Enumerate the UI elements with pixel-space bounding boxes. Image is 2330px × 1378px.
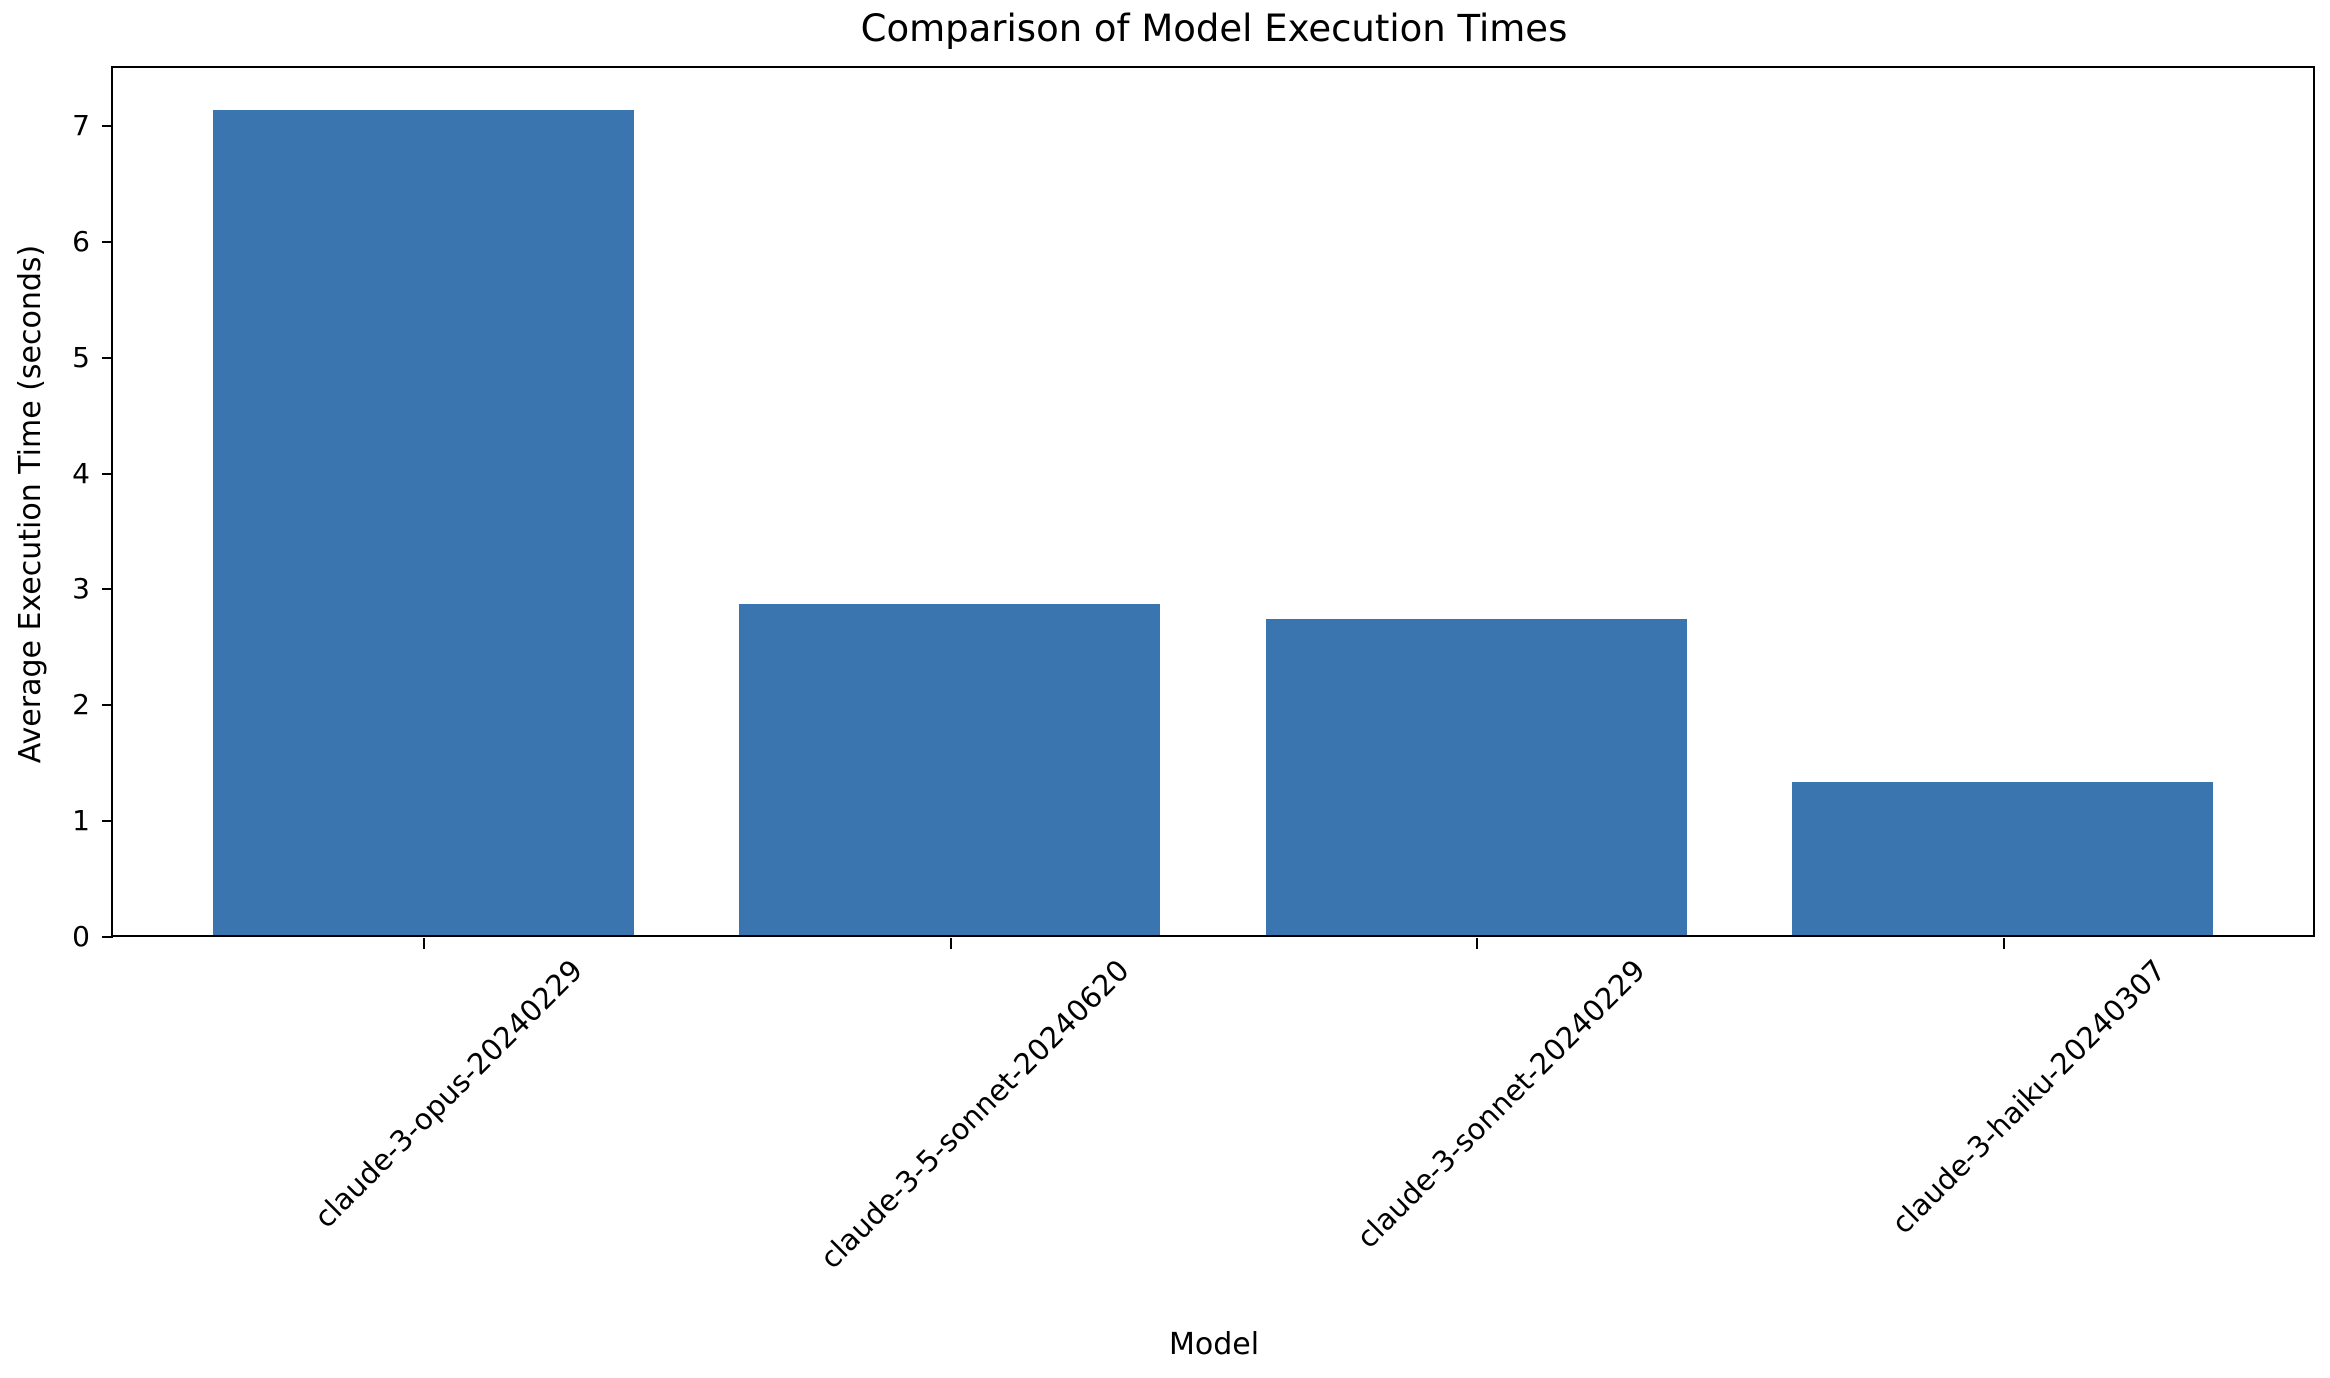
y-tick-mark — [102, 936, 113, 938]
x-tick-mark — [949, 938, 952, 949]
bar-claude-3-opus-20240229 — [213, 109, 635, 935]
y-tick-label: 6 — [72, 224, 90, 258]
y-tick-mark — [102, 356, 113, 359]
x-tick-mark — [2003, 938, 2006, 949]
x-tick-label: claude-3-haiku-20240307 — [1884, 953, 2173, 1241]
y-tick-mark — [102, 704, 113, 707]
plot-area — [111, 66, 2315, 937]
y-tick-mark — [102, 588, 113, 591]
y-tick-mark — [102, 124, 113, 127]
y-tick-mark — [102, 472, 113, 475]
y-tick-label: 0 — [72, 920, 90, 953]
y-tick-label: 4 — [72, 456, 90, 490]
x-tick-label: claude-3-5-sonnet-20240620 — [813, 953, 1136, 1276]
bar-claude-3-sonnet-20240229 — [1265, 619, 1687, 935]
bar-claude-3-5-sonnet-20240620 — [739, 604, 1161, 935]
chart-title: Comparison of Model Execution Times — [860, 7, 1568, 50]
y-tick-mark — [102, 240, 113, 243]
bar-claude-3-haiku-20240307 — [1791, 782, 2213, 935]
x-tick-label: claude-3-sonnet-20240229 — [1350, 953, 1653, 1255]
x-axis-label: Model — [1168, 1327, 1260, 1362]
y-tick-label: 2 — [72, 688, 90, 722]
x-tick-mark — [1476, 938, 1479, 949]
x-tick-mark — [422, 938, 425, 949]
y-tick-label: 7 — [72, 108, 90, 142]
bars-layer — [113, 68, 2313, 935]
y-tick-label: 5 — [72, 340, 90, 374]
x-tick-label: claude-3-opus-20240229 — [307, 953, 589, 1235]
y-tick-label: 3 — [72, 572, 90, 606]
y-tick-mark — [102, 820, 113, 823]
y-tick-label: 1 — [72, 804, 90, 838]
